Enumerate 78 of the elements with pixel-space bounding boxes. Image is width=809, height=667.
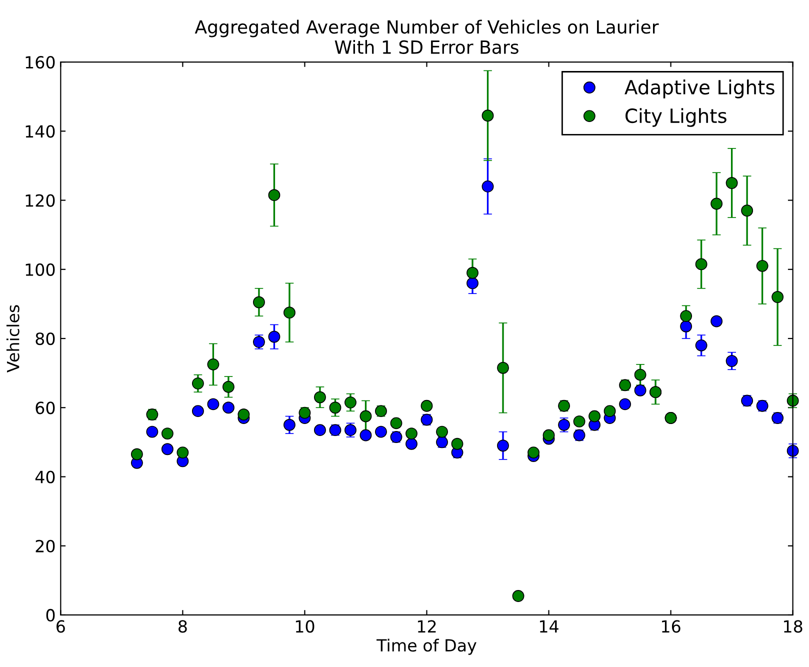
point bbox=[497, 440, 509, 452]
point bbox=[360, 410, 372, 422]
point bbox=[710, 198, 723, 210]
point bbox=[207, 398, 220, 410]
point bbox=[695, 258, 708, 270]
point bbox=[619, 398, 632, 410]
point bbox=[283, 418, 296, 431]
point bbox=[268, 189, 280, 202]
point bbox=[314, 391, 326, 404]
y-tick-label: 140 bbox=[26, 125, 55, 138]
x-tick-label: 8 bbox=[178, 620, 187, 633]
x-tick-label: 18 bbox=[784, 620, 802, 633]
point bbox=[588, 410, 601, 422]
point bbox=[192, 377, 204, 390]
point bbox=[604, 405, 616, 418]
point bbox=[360, 429, 372, 442]
point bbox=[542, 429, 555, 442]
point bbox=[161, 443, 174, 456]
point bbox=[146, 426, 158, 438]
point bbox=[695, 339, 708, 352]
point bbox=[512, 590, 524, 602]
chart-title: Aggregated Average Number of Vehicles on Laurier With 1 SD Error Bars bbox=[194, 20, 659, 54]
point bbox=[406, 438, 418, 450]
x-tick-label: 10 bbox=[296, 620, 314, 633]
y-tick-label: 80 bbox=[36, 332, 55, 346]
point bbox=[329, 402, 342, 414]
point bbox=[406, 428, 418, 440]
y-tick-label: 20 bbox=[36, 540, 55, 552]
x-tick-label: 16 bbox=[662, 620, 680, 633]
x-axis-title: Time of Day bbox=[376, 638, 476, 655]
point bbox=[482, 180, 494, 192]
point bbox=[390, 417, 402, 430]
point bbox=[466, 277, 478, 290]
point bbox=[634, 368, 646, 381]
x-tick-label: 6 bbox=[56, 620, 65, 633]
point bbox=[772, 291, 784, 304]
point bbox=[680, 320, 692, 332]
point bbox=[634, 384, 646, 396]
x-tick-label: 14 bbox=[540, 620, 558, 632]
point bbox=[161, 428, 174, 440]
point bbox=[420, 400, 433, 412]
legend-label: Adaptive Lights bbox=[624, 80, 774, 98]
y-axis-title: Vehicles bbox=[6, 305, 20, 373]
point bbox=[238, 408, 250, 421]
point bbox=[466, 266, 478, 279]
point bbox=[207, 358, 220, 370]
point bbox=[314, 424, 326, 436]
y-tick-label: 60 bbox=[36, 402, 55, 414]
point bbox=[528, 446, 540, 459]
point bbox=[344, 396, 356, 408]
point bbox=[268, 330, 280, 343]
point bbox=[222, 402, 234, 414]
point bbox=[252, 296, 265, 308]
point bbox=[726, 354, 738, 367]
point bbox=[298, 406, 311, 419]
point bbox=[573, 415, 586, 428]
point bbox=[436, 426, 448, 438]
y-tick-label: 160 bbox=[26, 56, 55, 69]
point bbox=[726, 177, 738, 189]
point bbox=[497, 362, 509, 374]
y-tick-label: 0 bbox=[46, 608, 55, 622]
point bbox=[176, 446, 189, 459]
point bbox=[741, 204, 754, 217]
point bbox=[680, 310, 692, 322]
point bbox=[130, 448, 143, 460]
point bbox=[283, 306, 296, 319]
point bbox=[222, 380, 234, 393]
point bbox=[482, 110, 494, 122]
x-tick-label: 12 bbox=[418, 620, 436, 632]
y-tick-label: 40 bbox=[35, 470, 55, 484]
point bbox=[710, 315, 723, 328]
point bbox=[451, 438, 464, 450]
point bbox=[375, 426, 387, 438]
point bbox=[756, 260, 768, 272]
legend-label: City Lights bbox=[626, 108, 726, 127]
point bbox=[192, 405, 204, 418]
y-tick-label: 100 bbox=[26, 263, 55, 276]
y-tick-label: 120 bbox=[26, 194, 55, 207]
